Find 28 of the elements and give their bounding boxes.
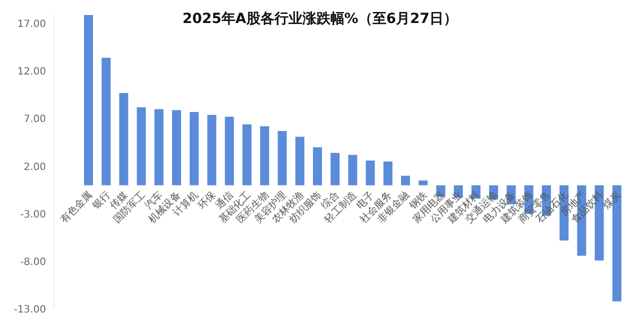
chart-title: 2025年A股各行业涨跌幅%（至6月27日） (182, 11, 458, 27)
bar (102, 58, 111, 186)
bar (136, 107, 146, 186)
bar (330, 152, 340, 186)
bar (242, 124, 252, 186)
bar (84, 14, 93, 186)
bar (401, 176, 410, 186)
bar (260, 126, 270, 186)
bar (366, 160, 375, 186)
y-tick-label: -13.00 (14, 304, 46, 316)
bar (207, 114, 216, 186)
y-tick-label: 2.00 (24, 162, 46, 173)
bar (224, 116, 234, 186)
bar (383, 161, 392, 186)
bar (190, 112, 199, 186)
bar (154, 109, 164, 186)
bar (172, 110, 182, 186)
y-tick-label: -8.00 (20, 256, 46, 268)
bar (312, 147, 322, 186)
bar (278, 131, 287, 186)
y-tick-label: 7.00 (24, 114, 46, 126)
y-tick-label: -3.00 (20, 209, 46, 220)
bar (119, 92, 128, 186)
y-tick-label: 17.00 (17, 19, 46, 30)
y-tick-label: 12.00 (17, 66, 46, 78)
bar (418, 180, 428, 186)
bar (295, 136, 304, 186)
bar (348, 154, 358, 186)
